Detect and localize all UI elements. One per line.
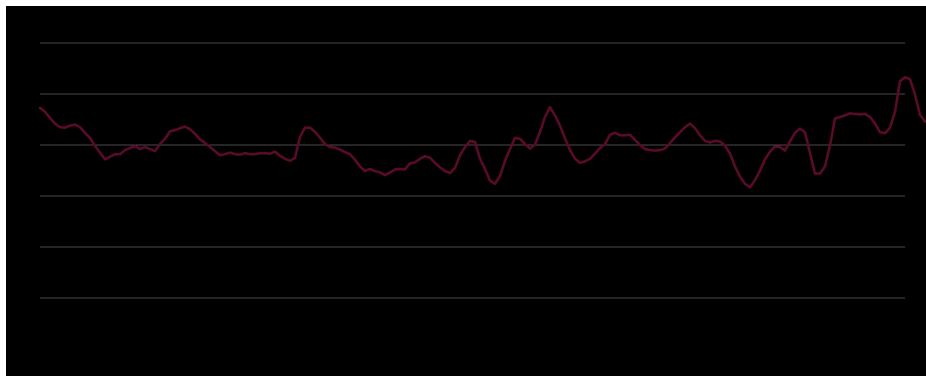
series-line-1: [38, 75, 926, 189]
chart-area: [6, 6, 926, 376]
series-layer: [38, 75, 926, 189]
line-chart: [38, 42, 926, 299]
gridlines: [40, 42, 905, 299]
